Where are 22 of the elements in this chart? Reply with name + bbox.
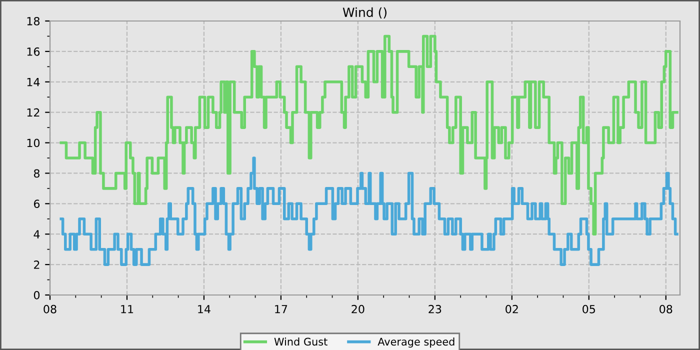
y-tick-label: 0 (34, 290, 40, 300)
x-tick-label: 23 (428, 304, 442, 314)
y-tick-label: 6 (34, 200, 40, 208)
chart-title: Wind () (342, 7, 386, 18)
y-tick-label: 2 (34, 260, 40, 269)
legend-label: Wind Gust (274, 338, 328, 346)
x-tick-label: 08 (44, 304, 56, 314)
y-tick-label: 12 (27, 108, 40, 117)
y-tick-label: 18 (27, 16, 40, 26)
x-tick-label: 20 (352, 304, 364, 314)
x-tick-label: 05 (582, 304, 595, 314)
y-tick-label: 8 (34, 169, 40, 178)
x-tick-label: 11 (121, 305, 134, 314)
y-tick-label: 14 (27, 78, 40, 86)
x-tick-label: 08 (660, 304, 672, 314)
y-tick-label: 10 (27, 138, 40, 148)
x-tick-label: 02 (506, 304, 518, 314)
x-tick-label: 14 (198, 305, 210, 314)
legend-label: Average speed (378, 338, 454, 348)
x-tick-label: 17 (275, 305, 288, 314)
y-tick-label: 4 (34, 230, 40, 238)
y-tick-label: 16 (27, 47, 40, 56)
